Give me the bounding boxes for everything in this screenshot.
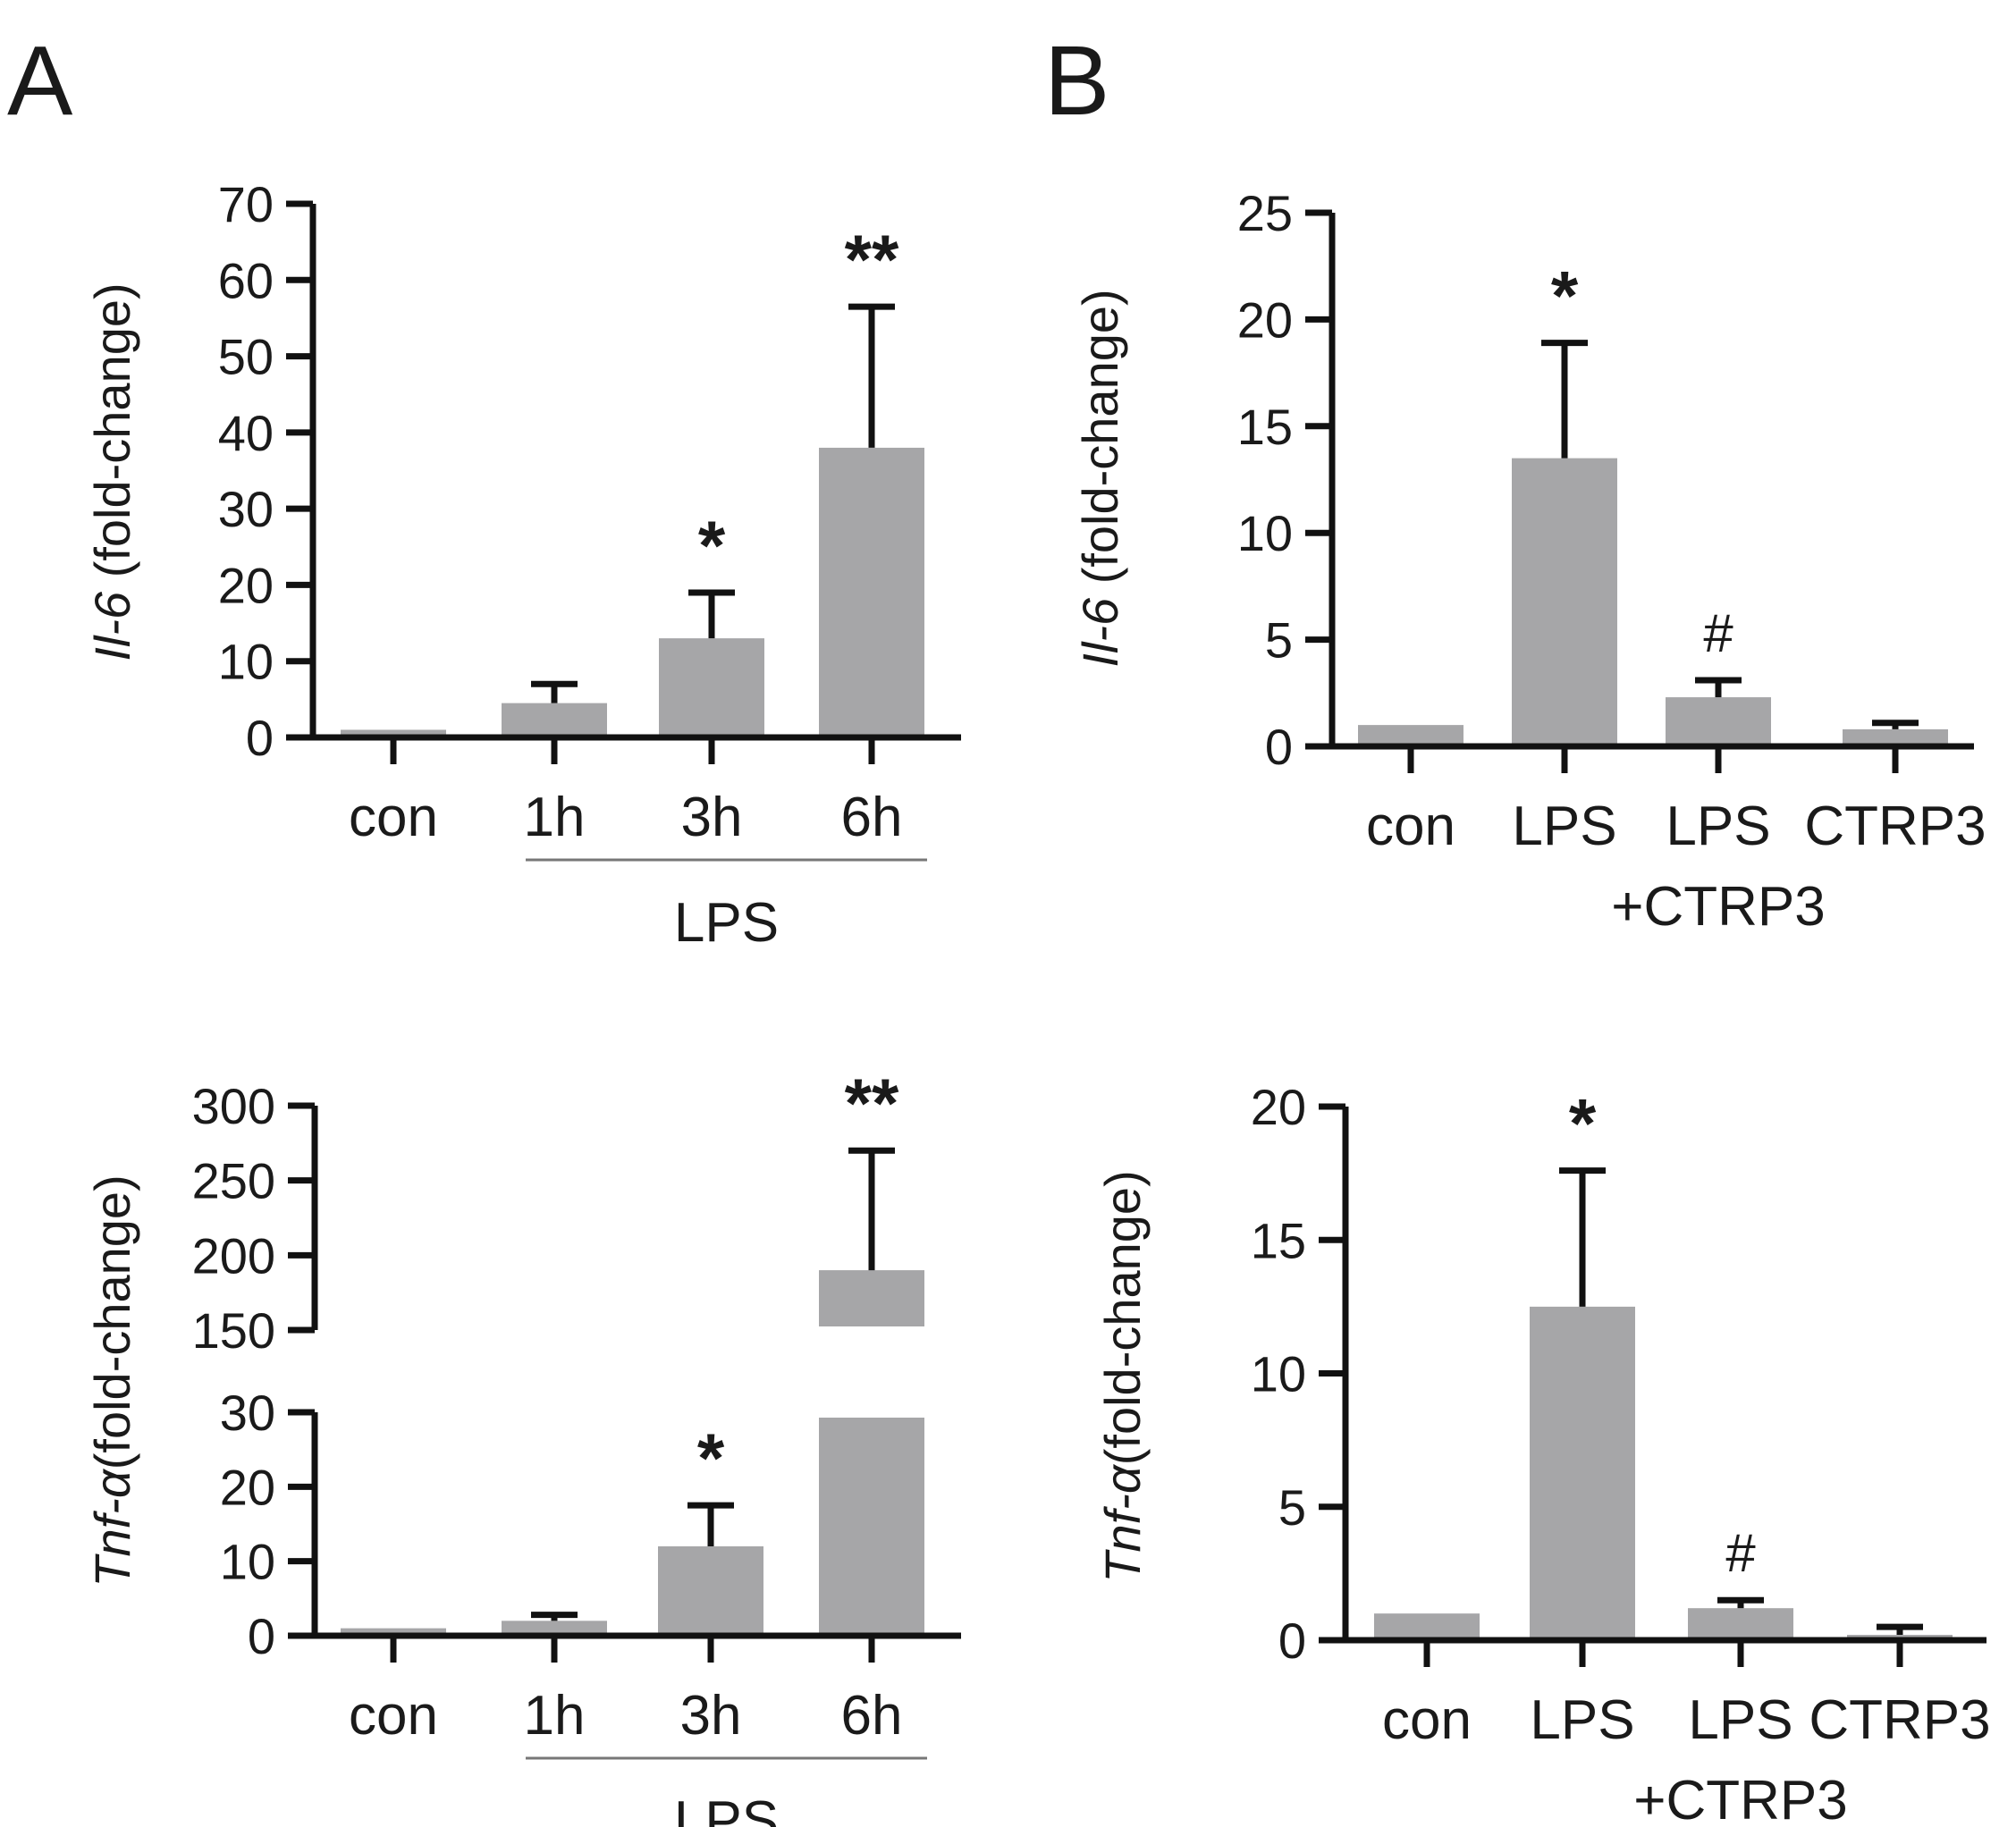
y-axis-label-unit: (fold-change) (84, 1174, 140, 1469)
y-tick-label: 10 (1237, 505, 1293, 561)
y-axis-label-unit: (fold-change) (84, 282, 140, 592)
bar (1843, 728, 1948, 746)
y-axis-label: Tnf-α(fold-change) (1094, 1170, 1151, 1582)
significance-marker: ** (845, 220, 899, 299)
bar (1512, 458, 1617, 746)
y-tick-label: 20 (1251, 1079, 1306, 1135)
y-tick-label: 70 (218, 176, 274, 232)
y-tick-label: 0 (1265, 719, 1293, 775)
significance-marker: * (697, 1419, 725, 1497)
y-tick-label: 20 (1237, 291, 1293, 348)
y-tick-label: 30 (220, 1385, 275, 1441)
x-tick-label: 6h (841, 787, 903, 848)
significance-marker: * (1551, 257, 1579, 335)
y-axis-label-gene: Il-6 (84, 591, 140, 661)
group-label: LPS (674, 892, 779, 954)
x-tick-label: CTRP3 (1804, 796, 1986, 857)
y-tick-label: 0 (246, 710, 274, 766)
bar-lower-segment (819, 1418, 924, 1636)
y-tick-label: 0 (1278, 1612, 1306, 1669)
bar (659, 638, 764, 737)
x-tick-label: LPS (1666, 796, 1770, 857)
bar-upper-segment (819, 1270, 924, 1326)
y-tick-label: 5 (1265, 612, 1293, 669)
bar (1666, 697, 1771, 746)
y-tick-label: 20 (220, 1459, 275, 1515)
x-tick-label: LPS (1512, 796, 1616, 857)
y-tick-label: 50 (218, 329, 274, 385)
x-tick-label: con (1366, 796, 1455, 857)
y-tick-label: 5 (1278, 1479, 1306, 1536)
bar (819, 447, 924, 737)
significance-marker: * (698, 506, 726, 585)
y-tick-label: 25 (1237, 185, 1293, 241)
bar (1688, 1608, 1793, 1640)
x-tick-label: con (349, 787, 438, 848)
x-tick-label: CTRP3 (1809, 1689, 1990, 1751)
x-tick-label: 3h (681, 787, 743, 848)
x-tick-label: +CTRP3 (1611, 876, 1825, 938)
x-tick-label: 1h (524, 787, 586, 848)
x-tick-label: 1h (524, 1685, 586, 1747)
y-tick-label: 200 (192, 1227, 275, 1284)
chart-b-il6: * #0 5 10 15 20 25 con LPS LPS +CTRP3 CTRP3 Il-6 (fo… (1072, 185, 1986, 938)
y-tick-label: 10 (220, 1534, 275, 1590)
bar (1530, 1306, 1635, 1640)
bar (658, 1546, 763, 1636)
panel-letter-a: A (7, 26, 73, 136)
x-tick-label: LPS (1688, 1689, 1792, 1751)
x-tick-label: +CTRP3 (1633, 1770, 1847, 1827)
significance-marker: * (1569, 1084, 1597, 1163)
y-axis-label-gene: Tnf-α (84, 1468, 140, 1587)
y-axis-label-unit: (fold-change) (1094, 1170, 1151, 1465)
chart-b-tnf: * #0 5 10 15 20 con LPS LPS +CTRP3 CTRP3 Tnf-α(fold… (1094, 1079, 1991, 1827)
significance-hash: # (1725, 1523, 1756, 1583)
y-tick-label: 150 (192, 1302, 275, 1359)
significance-marker: ** (845, 1064, 899, 1142)
y-tick-label: 20 (218, 557, 274, 613)
significance-hash: # (1703, 603, 1733, 663)
x-tick-label: LPS (1530, 1689, 1634, 1751)
x-tick-label: con (349, 1685, 438, 1747)
x-tick-label: con (1382, 1689, 1472, 1751)
y-axis-label-unit: (fold-change) (1072, 289, 1128, 598)
panel-letter-b: B (1044, 26, 1109, 136)
y-axis-label: Tnf-α(fold-change) (84, 1174, 140, 1587)
y-tick-label: 250 (192, 1153, 275, 1209)
y-tick-label: 15 (1251, 1212, 1306, 1268)
y-tick-label: 300 (192, 1078, 275, 1134)
y-axis-label-gene: Il-6 (1072, 597, 1128, 668)
y-axis-label: Il-6 (fold-change) (84, 282, 140, 661)
y-tick-label: 10 (1251, 1346, 1306, 1402)
y-tick-label: 0 (248, 1608, 275, 1664)
bar (341, 729, 446, 737)
y-tick-label: 40 (218, 405, 274, 461)
bar (502, 703, 607, 737)
bar (1374, 1613, 1480, 1640)
x-tick-label: 6h (841, 1685, 903, 1747)
y-axis-label: Il-6 (fold-change) (1072, 289, 1128, 667)
bar (341, 1628, 446, 1636)
y-tick-label: 30 (218, 481, 274, 537)
bar (1358, 725, 1463, 746)
group-label: LPS (674, 1790, 779, 1827)
x-tick-label: 3h (680, 1685, 742, 1747)
bar (502, 1621, 607, 1636)
y-tick-label: 60 (218, 252, 274, 308)
y-tick-label: 15 (1237, 399, 1293, 455)
y-tick-label: 10 (218, 634, 274, 690)
y-axis-label-gene: Tnf-α (1094, 1463, 1151, 1583)
